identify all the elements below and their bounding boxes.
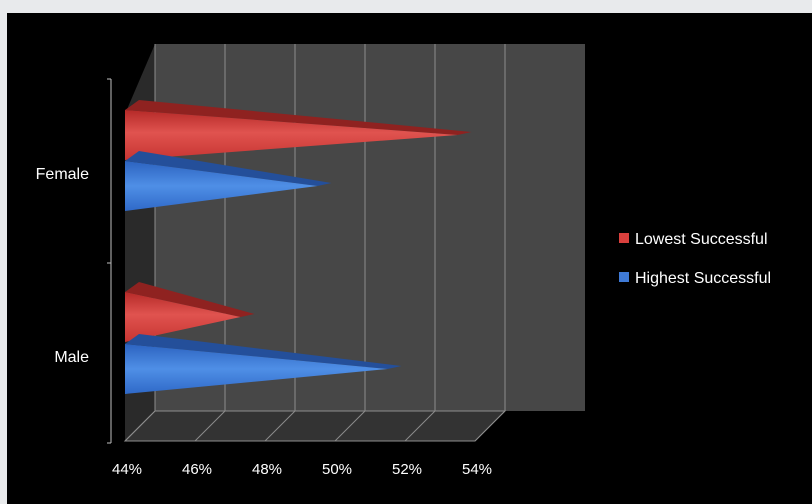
cone-bar bbox=[125, 110, 458, 160]
floor-gridline bbox=[124, 410, 156, 442]
floor-gridline bbox=[264, 410, 296, 442]
floor-gridline bbox=[404, 410, 436, 442]
x-tick-label: 54% bbox=[462, 461, 492, 478]
cone-bar-top bbox=[125, 100, 472, 135]
x-tick-label: 48% bbox=[252, 461, 282, 478]
chart-area: 44% 46% 48% 50% 52% 54% Female Male Lowest Succe… bbox=[7, 13, 812, 504]
cone-bar-chart: 44% 46% 48% 50% 52% 54% Female Male Lowest Succe… bbox=[36, 44, 771, 478]
category-label: Female bbox=[36, 166, 89, 183]
cone-bar-top bbox=[125, 334, 402, 369]
x-tick-label: 50% bbox=[322, 461, 352, 478]
floor-gridline bbox=[474, 410, 506, 442]
legend-label: Highest Successful bbox=[635, 270, 771, 287]
x-tick-label: 44% bbox=[112, 461, 142, 478]
x-tick-label: 46% bbox=[182, 461, 212, 478]
cone-bar bbox=[125, 161, 318, 211]
cone-bar bbox=[125, 292, 241, 342]
cone-bar-top bbox=[125, 282, 255, 317]
cone-bar-top bbox=[125, 151, 332, 186]
legend-swatch bbox=[619, 272, 629, 282]
category-label: Male bbox=[54, 349, 89, 366]
floor bbox=[123, 410, 507, 442]
legend-label: Lowest Successful bbox=[635, 231, 768, 248]
floor-gridline bbox=[194, 410, 226, 442]
x-tick-label: 52% bbox=[392, 461, 422, 478]
legend-swatch bbox=[619, 233, 629, 243]
cone-bar bbox=[125, 344, 388, 394]
floor-gridline bbox=[334, 410, 366, 442]
